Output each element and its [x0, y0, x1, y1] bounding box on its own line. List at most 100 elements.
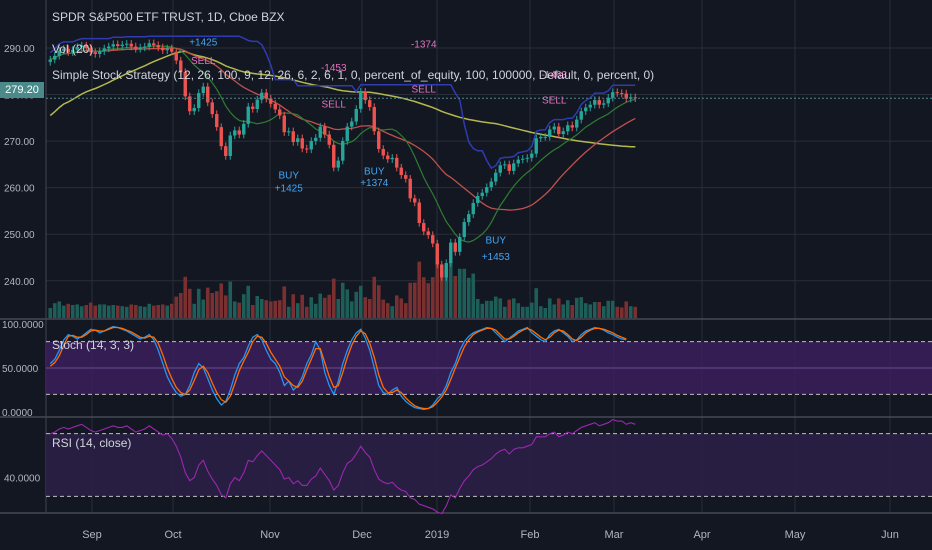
volume-bar: [615, 306, 620, 318]
stoch-tick-label: 50.0000: [2, 364, 39, 375]
candle-body: [170, 48, 174, 52]
candle-body: [435, 243, 439, 265]
candle-body: [84, 45, 88, 48]
volume-bar: [502, 306, 507, 318]
volume-bar: [133, 305, 138, 318]
candle-body: [197, 93, 201, 109]
candle-body: [480, 192, 484, 197]
volume-bar: [201, 299, 206, 318]
volume-bar: [147, 303, 152, 318]
strategy-label: SELL: [322, 100, 347, 111]
candle-body: [386, 155, 390, 160]
stoch-tick-label: 0.0000: [2, 408, 33, 419]
candle-body: [210, 102, 214, 115]
volume-bar: [259, 299, 264, 318]
volume-bar: [93, 305, 98, 318]
candle-body: [255, 99, 259, 109]
volume-bar: [439, 271, 444, 318]
candle-body: [525, 157, 529, 159]
volume-bar: [214, 291, 219, 318]
volume-bar: [606, 300, 611, 318]
strategy-label: +1374: [360, 178, 389, 189]
volume-bar: [268, 301, 273, 318]
x-tick-label: May: [785, 529, 806, 541]
volume-bar: [156, 305, 161, 318]
volume-bar: [309, 297, 314, 318]
candle-body: [602, 103, 606, 105]
strategy-label: -1463: [541, 70, 567, 81]
strategy-label: BUY: [364, 167, 385, 178]
candle-body: [579, 111, 583, 120]
volume-bar: [219, 283, 224, 318]
volume-bar: [331, 278, 336, 318]
volume-bar: [124, 306, 129, 318]
candle-body: [534, 138, 538, 154]
volume-bar: [399, 298, 404, 318]
volume-bar: [426, 283, 431, 318]
candle-body: [98, 51, 102, 54]
volume-bar: [435, 261, 440, 318]
volume-bar: [619, 307, 624, 318]
volume-bar: [300, 294, 305, 318]
candle-body: [368, 100, 372, 108]
candle-body: [57, 50, 61, 56]
candle-body: [251, 106, 255, 109]
candle-body: [314, 137, 318, 142]
candle-body: [593, 100, 597, 105]
volume-bar: [628, 306, 633, 318]
volume-bar: [574, 297, 579, 318]
volume-bar: [516, 303, 521, 318]
price-tick-label: 260.00: [4, 184, 35, 195]
volume-bar: [354, 291, 359, 318]
candle-body: [120, 44, 124, 47]
volume-bar: [475, 299, 480, 318]
candle-body: [53, 55, 57, 60]
candle-body: [440, 264, 444, 278]
volume-bar: [547, 298, 552, 318]
candle-body: [404, 175, 408, 179]
candle-body: [521, 158, 525, 160]
candle-body: [467, 214, 471, 223]
volume-bar: [336, 299, 341, 318]
volume-bar: [633, 306, 638, 318]
volume-bar: [250, 305, 255, 318]
x-tick-label: Dec: [352, 529, 372, 541]
volume-bar: [345, 289, 350, 318]
candle-body: [476, 196, 480, 203]
candle-body: [413, 198, 417, 203]
volume-bar: [358, 285, 363, 318]
volume-bar: [115, 305, 120, 318]
volume-bar: [57, 301, 62, 318]
candle-body: [264, 92, 268, 99]
volume-bar: [493, 296, 498, 318]
candle-body: [485, 187, 489, 193]
volume-bar: [120, 306, 125, 318]
candle-body: [323, 126, 327, 135]
candle-body: [192, 108, 196, 112]
strategy-label: +1453: [482, 252, 511, 263]
volume-bar: [511, 298, 516, 318]
candle-body: [516, 159, 520, 164]
candle-body: [305, 148, 309, 150]
volume-bar: [412, 282, 417, 318]
candle-body: [273, 103, 277, 110]
volume-bar: [102, 304, 107, 318]
candle-body: [399, 167, 403, 176]
volume-legend: Vol (20): [52, 42, 94, 56]
volume-bar: [529, 302, 534, 318]
candle-body: [327, 134, 331, 145]
candle-body: [597, 100, 601, 105]
volume-bar: [462, 268, 467, 318]
volume-bar: [556, 298, 561, 318]
volume-bar: [151, 305, 156, 318]
volume-bar: [246, 285, 251, 318]
volume-bar: [327, 294, 332, 318]
volume-bar: [498, 298, 503, 318]
volume-bar: [264, 300, 269, 318]
volume-bar: [403, 303, 408, 318]
volume-bar: [597, 302, 602, 318]
candle-body: [242, 123, 246, 135]
volume-bar: [417, 261, 422, 318]
volume-bar: [534, 288, 539, 318]
